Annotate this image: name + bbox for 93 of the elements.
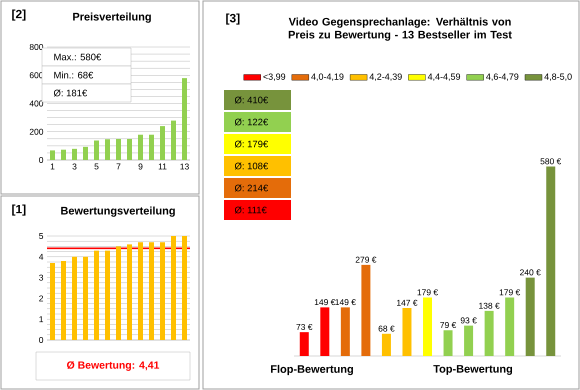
data-label: 73 € <box>296 324 312 330</box>
bar <box>138 134 144 160</box>
y-tick-label: 0 <box>39 337 44 343</box>
text: [2] <box>12 10 26 21</box>
bar <box>149 134 154 160</box>
bar <box>171 120 176 160</box>
data-label: 79 € <box>440 322 456 328</box>
text: [1] <box>12 204 26 216</box>
data-label: 149 € <box>314 299 336 306</box>
x-tick-label: 3 <box>72 164 76 170</box>
bar <box>526 278 535 356</box>
bar <box>505 298 514 356</box>
chart-title: Preisverteilung <box>73 12 151 23</box>
data-label: 240 € <box>520 269 541 276</box>
annotation: Ø: 181€ <box>54 89 88 97</box>
text: Ø: 410€ <box>234 96 268 104</box>
bar <box>149 242 154 340</box>
text: [3] <box>226 14 240 25</box>
text: Ø: 179€ <box>234 140 268 148</box>
y-tick-label: 1 <box>39 316 44 322</box>
bar <box>50 263 56 340</box>
x-tick-label: 11 <box>158 164 166 170</box>
bar <box>61 260 66 340</box>
chart-title: Video Gegensprechanlage: Verhältnis von Preis zu Bewertung - 13 Bestseller im Test <box>288 18 512 41</box>
y-tick-label: 800 <box>30 44 44 50</box>
bar <box>94 140 100 160</box>
bar <box>300 332 309 356</box>
bar <box>72 256 78 340</box>
bar <box>361 264 370 356</box>
bar <box>61 150 66 160</box>
x-tick-label: 7 <box>116 164 120 170</box>
data-label: 93 € <box>460 317 477 324</box>
bar <box>105 139 110 160</box>
bar <box>182 236 188 340</box>
data-label: 580 € <box>540 158 562 164</box>
x-tick-label: 1 <box>50 164 54 170</box>
x-tick-label: 5 <box>94 164 99 170</box>
bar <box>382 334 391 356</box>
data-label: 138 € <box>479 302 500 309</box>
x-tick-label: 9 <box>138 164 142 170</box>
annotation: Max.: 580€ <box>54 54 102 60</box>
bar <box>320 307 330 356</box>
data-label: 147 € <box>397 300 418 306</box>
legend-label: 4,6-4,79 <box>486 73 518 81</box>
y-tick-label: 0 <box>39 157 44 163</box>
y-tick-label: 3 <box>39 274 44 281</box>
bar <box>72 148 78 160</box>
annotation: Min.: 68€ <box>54 72 94 78</box>
bar <box>484 310 494 356</box>
bar <box>105 250 110 340</box>
bar <box>94 250 100 340</box>
data-label: 149 € <box>335 299 356 306</box>
ref-line-label: Ø Bewertung: 4,41 <box>67 361 160 371</box>
legend-label: <3,99 <box>263 73 286 81</box>
text: Ø: 122€ <box>234 118 268 126</box>
bar <box>50 150 56 160</box>
y-tick-label: 400 <box>30 100 44 106</box>
bar <box>402 308 412 356</box>
legend-label: 4,4-4,59 <box>428 73 460 81</box>
text: Flop-Bewertung <box>271 364 353 376</box>
y-tick-label: 200 <box>30 128 44 135</box>
text: Ø: 108€ <box>234 162 268 170</box>
bar <box>83 256 88 340</box>
bar <box>464 326 474 356</box>
bar <box>127 244 132 340</box>
bar <box>423 298 432 356</box>
bar <box>160 126 166 160</box>
y-tick-label: 5 <box>39 233 44 239</box>
bar <box>546 166 556 356</box>
x-tick-label: 13 <box>180 164 189 170</box>
data-label: 179 € <box>500 289 520 296</box>
data-label: 179 € <box>418 289 438 296</box>
bar <box>116 246 122 340</box>
bar <box>182 78 188 160</box>
bar <box>116 138 122 160</box>
text: Ø: 111€ <box>234 206 267 214</box>
bar <box>171 236 176 340</box>
bar <box>83 146 88 160</box>
bar <box>444 330 453 356</box>
data-label: 279 € <box>356 256 376 263</box>
bar <box>127 138 132 160</box>
legend-label: 4,2-4,39 <box>370 73 402 81</box>
text: Ø: 214€ <box>234 184 268 192</box>
bar <box>138 242 144 340</box>
legend-label: 4,0-4,19 <box>311 73 344 81</box>
text: Top-Bewertung <box>433 365 512 375</box>
data-label: 68 € <box>378 326 395 332</box>
y-tick-label: 2 <box>39 295 44 302</box>
bar <box>160 242 166 340</box>
y-tick-label: 4 <box>38 254 44 260</box>
legend-label: 4,8-5,0 <box>544 73 572 81</box>
bar <box>340 307 350 356</box>
chart-title: Bewertungsverteilung <box>61 206 175 217</box>
